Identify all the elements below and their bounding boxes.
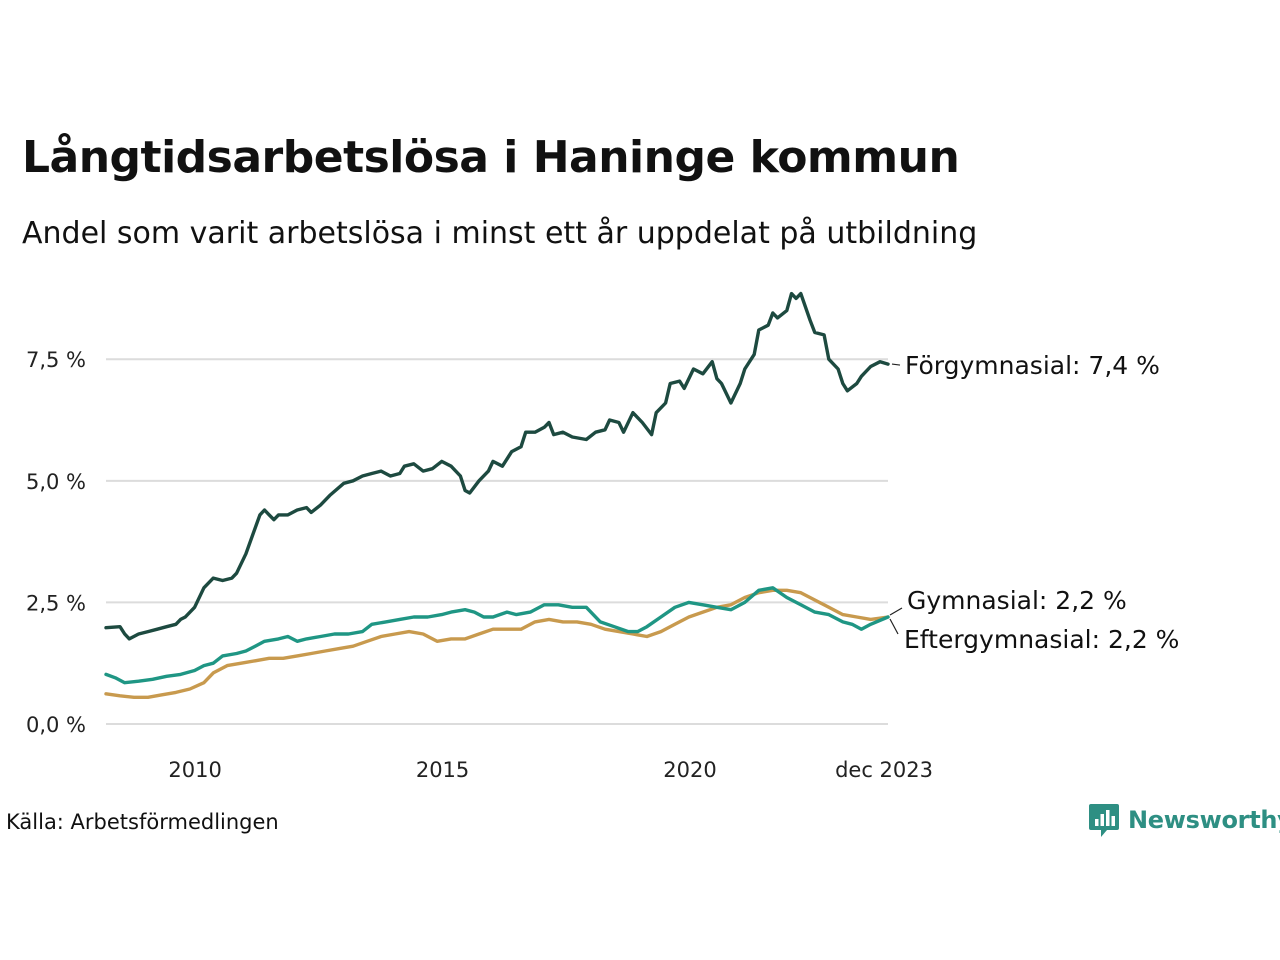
label-leader — [891, 363, 901, 366]
chart-title: Långtidsarbetslösa i Haninge kommun — [22, 132, 960, 183]
source-label: Källa: Arbetsförmedlingen — [6, 810, 279, 834]
x-tick-label: 2010 — [168, 758, 221, 782]
newsworthy-chart-icon — [1089, 804, 1119, 837]
series-line-förgymnasial — [104, 291, 890, 641]
x-tick-label: 2020 — [663, 758, 716, 782]
series-label-eftergymnasial: Eftergymnasial: 2,2 % — [904, 625, 1179, 654]
series-line-eftergymnasial — [104, 588, 890, 699]
brand-name: Newsworthy — [1128, 806, 1280, 834]
series-label-forgymnasial: Förgymnasial: 7,4 % — [905, 351, 1160, 380]
label-leader — [889, 607, 903, 616]
brand-logo: Newsworthy — [1088, 802, 1280, 838]
label-leader — [889, 618, 899, 635]
x-tick-label: 2015 — [416, 758, 469, 782]
y-tick-label: 5,0 % — [26, 470, 86, 494]
y-tick-label: 0,0 % — [26, 713, 86, 737]
y-tick-label: 2,5 % — [26, 591, 86, 615]
y-tick-label: 7,5 % — [26, 348, 86, 372]
series-label-gymnasial: Gymnasial: 2,2 % — [907, 586, 1127, 615]
series-line-gymnasial — [104, 586, 890, 685]
chart-subtitle: Andel som varit arbetslösa i minst ett å… — [22, 216, 978, 251]
x-tick-label: dec 2023 — [835, 758, 933, 782]
